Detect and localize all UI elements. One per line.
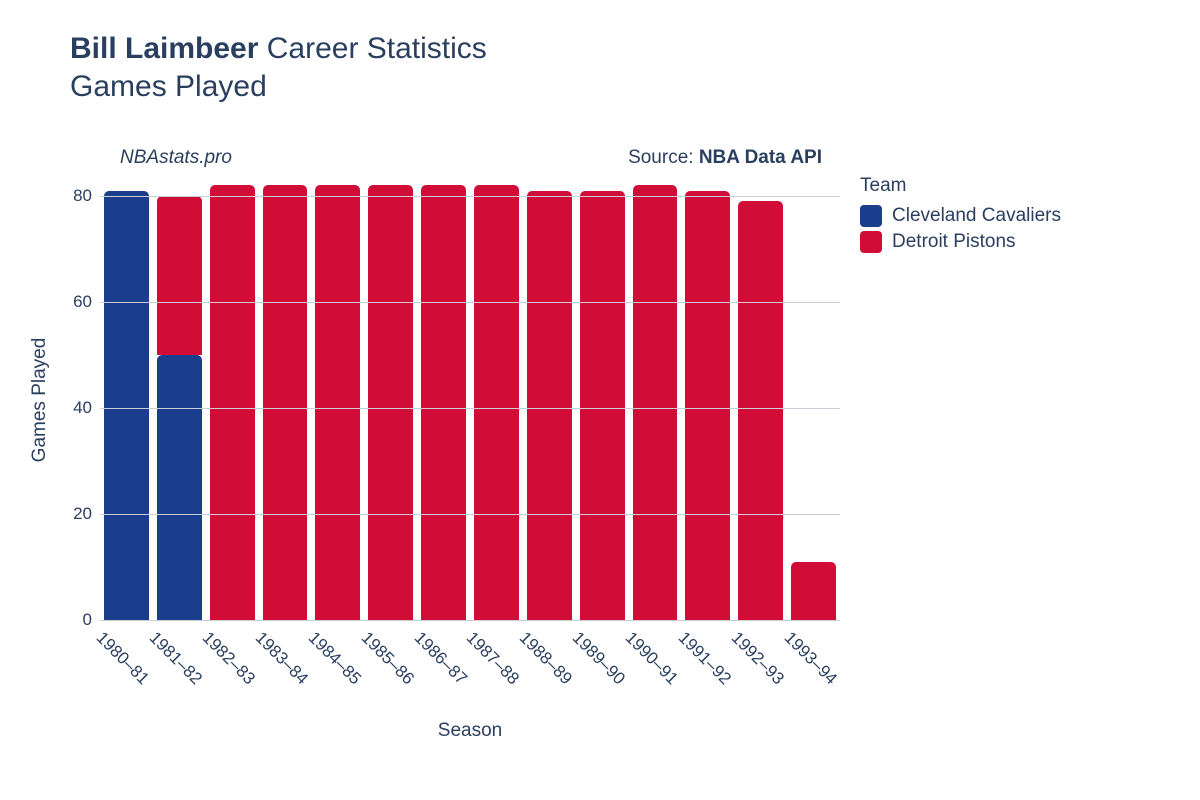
y-tick-label: 20: [73, 504, 92, 524]
plot-area: 1980–811981–821982–831983–841984–851985–…: [100, 180, 840, 620]
x-tick-label: 1991–92: [674, 628, 735, 689]
y-tick-label: 80: [73, 186, 92, 206]
legend-item: Cleveland Cavaliers: [860, 205, 1061, 227]
legend-label: Cleveland Cavaliers: [892, 205, 1061, 227]
x-tick-label: 1988–89: [515, 628, 576, 689]
x-tick-label: 1980–81: [92, 628, 153, 689]
chart-title: Bill Laimbeer Career Statistics Games Pl…: [70, 30, 487, 105]
x-axis-label: Season: [438, 720, 502, 742]
grid-line: [100, 514, 840, 515]
bar-segment: [527, 191, 572, 620]
grid-line: [100, 302, 840, 303]
player-name: Bill Laimbeer: [70, 32, 258, 65]
source-name: NBA Data API: [699, 147, 822, 168]
bar-segment: [104, 191, 149, 620]
bar-slot: 1990–91: [633, 180, 678, 620]
watermark-text: NBAstats.pro: [120, 147, 232, 169]
grid-line: [100, 196, 840, 197]
y-tick-label: 60: [73, 292, 92, 312]
legend-label: Detroit Pistons: [892, 231, 1016, 253]
legend-item: Detroit Pistons: [860, 231, 1061, 253]
bar-slot: 1993–94: [791, 180, 836, 620]
x-tick-label: 1985–86: [357, 628, 418, 689]
bars-container: 1980–811981–821982–831983–841984–851985–…: [100, 180, 840, 620]
title-line-2: Games Played: [70, 68, 487, 106]
bar-slot: 1981–82: [157, 180, 202, 620]
bar-segment: [791, 562, 836, 620]
bar-segment: [368, 185, 413, 620]
x-tick-label: 1981–82: [145, 628, 206, 689]
x-tick-label: 1987–88: [462, 628, 523, 689]
x-tick-label: 1986–87: [410, 628, 471, 689]
bar-segment: [421, 185, 466, 620]
bar-segment: [474, 185, 519, 620]
bar-segment: [210, 185, 255, 620]
x-tick-label: 1983–84: [251, 628, 312, 689]
bar-slot: 1992–93: [738, 180, 783, 620]
grid-line: [100, 408, 840, 409]
bar-segment: [685, 191, 730, 620]
y-tick-label: 0: [83, 610, 92, 630]
legend-swatch: [860, 231, 882, 253]
y-axis-label: Games Played: [29, 338, 51, 463]
bar-segment: [157, 355, 202, 620]
bar-slot: 1991–92: [685, 180, 730, 620]
title-line-1: Bill Laimbeer Career Statistics: [70, 30, 487, 68]
bar-slot: 1985–86: [368, 180, 413, 620]
source-text: Source: NBA Data API: [628, 147, 822, 169]
bar-slot: 1983–84: [263, 180, 308, 620]
bar-slot: 1980–81: [104, 180, 149, 620]
bar-segment: [263, 185, 308, 620]
legend-swatch: [860, 205, 882, 227]
bar-segment: [315, 185, 360, 620]
bar-slot: 1984–85: [315, 180, 360, 620]
grid-line: [100, 620, 840, 621]
legend-items: Cleveland Cavaliers Detroit Pistons: [860, 205, 1061, 253]
x-tick-label: 1990–91: [621, 628, 682, 689]
bar-segment: [633, 185, 678, 620]
bar-slot: 1987–88: [474, 180, 519, 620]
x-tick-label: 1993–94: [780, 628, 841, 689]
legend-title: Team: [860, 175, 1061, 197]
title-rest: Career Statistics: [258, 32, 486, 65]
bar-segment: [580, 191, 625, 620]
bar-segment: [738, 201, 783, 620]
bar-segment: [157, 196, 202, 355]
x-tick-label: 1992–93: [727, 628, 788, 689]
bar-slot: 1986–87: [421, 180, 466, 620]
bar-slot: 1982–83: [210, 180, 255, 620]
legend: Team Cleveland Cavaliers Detroit Pistons: [860, 175, 1061, 257]
source-prefix: Source:: [628, 147, 699, 168]
x-tick-label: 1989–90: [568, 628, 629, 689]
bar-slot: 1988–89: [527, 180, 572, 620]
bar-slot: 1989–90: [580, 180, 625, 620]
x-tick-label: 1982–83: [198, 628, 259, 689]
x-tick-label: 1984–85: [304, 628, 365, 689]
y-tick-label: 40: [73, 398, 92, 418]
